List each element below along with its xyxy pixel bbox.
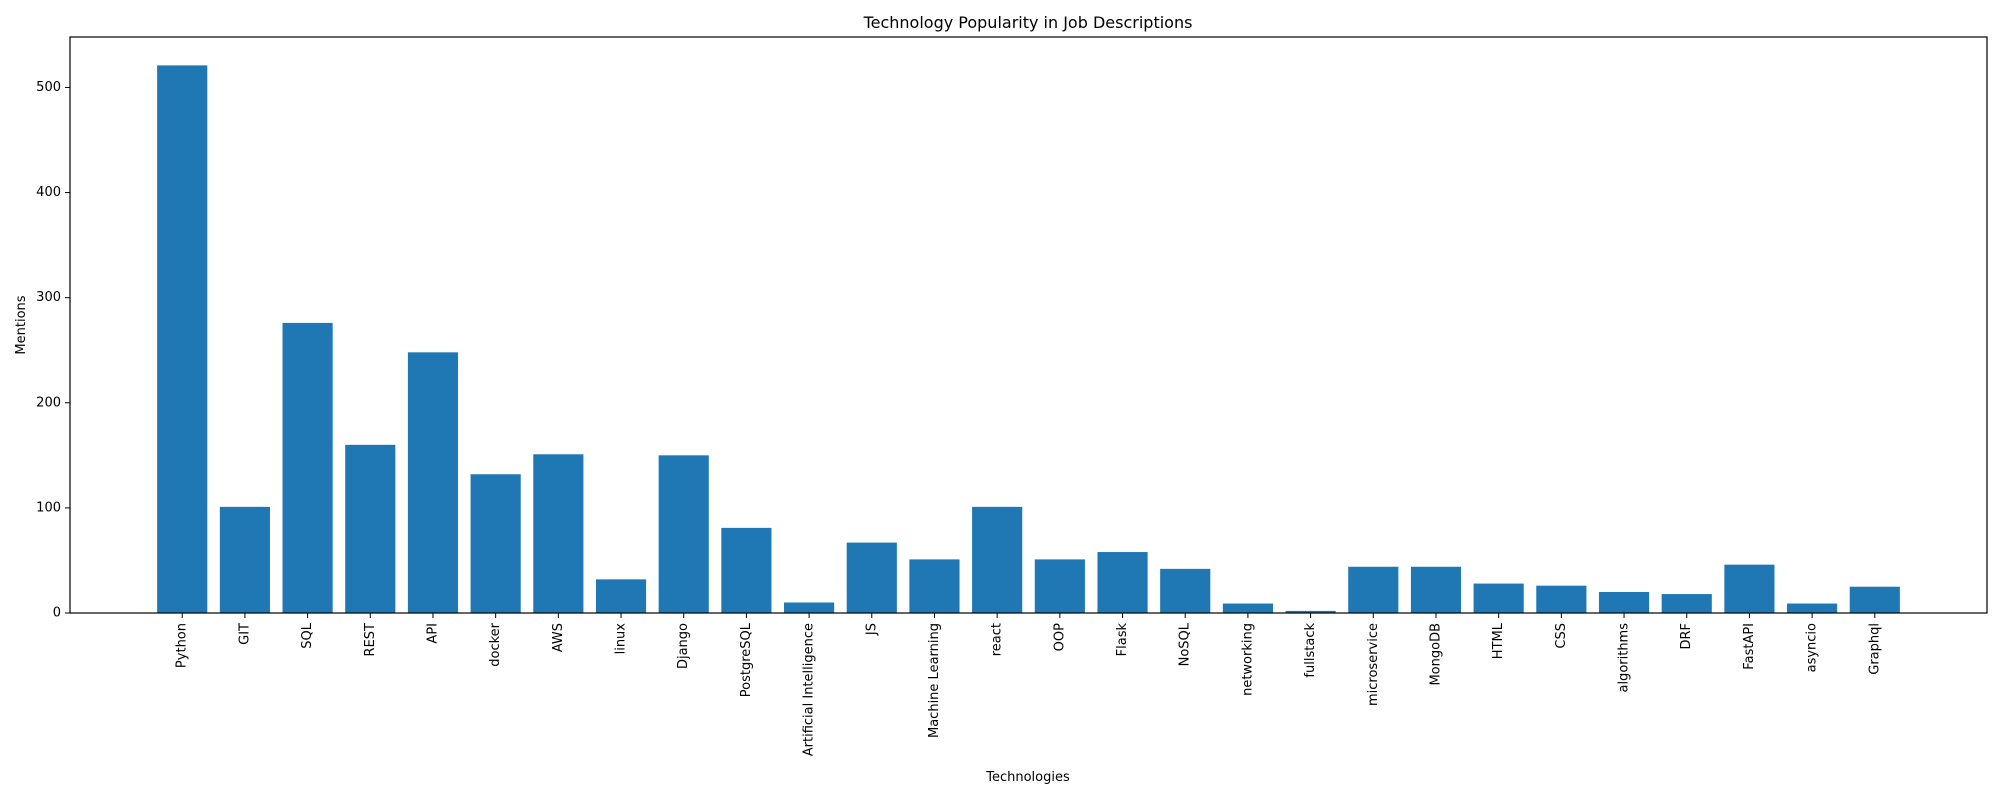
- y-tick-label: 100: [36, 500, 61, 515]
- x-tick-label: algorithms: [1617, 623, 1632, 693]
- x-axis-label: Technologies: [985, 770, 1070, 785]
- x-tick-label: Flask: [1115, 623, 1130, 657]
- bar-flask: [1097, 552, 1148, 613]
- bar-asyncio: [1787, 603, 1838, 613]
- x-tick-label: networking: [1240, 623, 1255, 696]
- x-tick-label: NoSQL: [1178, 622, 1193, 666]
- x-tick-label: Django: [676, 623, 691, 669]
- x-tick-label: DRF: [1679, 623, 1694, 650]
- x-tick-label: Python: [175, 623, 190, 668]
- bar-aws: [533, 454, 584, 613]
- bar-microservice: [1348, 566, 1399, 613]
- y-tick-label: 200: [36, 395, 61, 410]
- bar-mongodb: [1410, 566, 1462, 613]
- bar-nosql: [1160, 568, 1211, 613]
- bar-fullstack: [1285, 610, 1336, 613]
- bar-rest: [345, 444, 396, 613]
- x-axis-ticks: Python GIT SQL REST API docker AWS linux Django P…: [175, 613, 1882, 756]
- bar-api: [407, 352, 459, 613]
- bar-oop: [1034, 559, 1085, 613]
- x-tick-label: SQL: [300, 622, 315, 648]
- bar-django: [658, 455, 709, 613]
- x-tick-label: HTML: [1491, 622, 1506, 659]
- x-tick-label: Artificial Intelligence: [802, 623, 817, 756]
- bar-python: [157, 65, 208, 613]
- bar-css: [1536, 585, 1587, 613]
- axes-frame: [69, 36, 1988, 614]
- x-tick-label: JS: [864, 623, 879, 636]
- y-tick-label: 0: [53, 606, 61, 621]
- x-tick-label: REST: [363, 623, 378, 656]
- bar-react: [972, 506, 1023, 613]
- x-tick-label: PostgreSQL: [739, 622, 754, 697]
- x-tick-label: Machine Learning: [927, 623, 942, 738]
- x-tick-label: CSS: [1554, 623, 1569, 649]
- bar-git: [219, 506, 270, 613]
- bar-js: [846, 542, 897, 613]
- x-tick-label: API: [425, 623, 440, 644]
- bar-graphql: [1849, 586, 1900, 613]
- bars-group: [157, 65, 1900, 613]
- x-tick-label: Graphql: [1867, 623, 1882, 675]
- bar-algorithms: [1598, 591, 1650, 613]
- chart-title: Technology Popularity in Job Description…: [863, 13, 1193, 32]
- x-tick-label: GIT: [237, 623, 252, 645]
- x-tick-label: MongoDB: [1428, 623, 1443, 686]
- bar-linux: [595, 579, 647, 613]
- x-tick-label: asyncio: [1805, 623, 1820, 672]
- x-tick-label: FastAPI: [1742, 623, 1757, 670]
- x-tick-label: linux: [614, 623, 629, 655]
- x-tick-label: docker: [488, 622, 503, 666]
- y-axis-label: Mentions: [14, 295, 29, 354]
- y-tick-label: 300: [36, 290, 61, 305]
- bar-html: [1473, 583, 1524, 613]
- x-tick-label: react: [990, 623, 1005, 656]
- bar-fastapi: [1724, 564, 1775, 613]
- bar-sql: [282, 322, 333, 613]
- y-tick-label: 500: [36, 80, 61, 95]
- x-tick-label: AWS: [551, 623, 566, 652]
- x-tick-label: OOP: [1052, 623, 1067, 651]
- bar-artificial-intelligence: [784, 602, 835, 613]
- y-tick-label: 400: [36, 185, 61, 200]
- bar-networking: [1222, 603, 1273, 613]
- x-tick-label: microservice: [1366, 623, 1381, 706]
- bar-machine-learning: [909, 559, 960, 613]
- bar-postgresql: [721, 527, 772, 613]
- y-axis-ticks: 0 100 200 300 400 500: [36, 80, 70, 621]
- bar-docker: [470, 474, 521, 613]
- bar-drf: [1661, 594, 1712, 613]
- x-tick-label: fullstack: [1303, 623, 1318, 678]
